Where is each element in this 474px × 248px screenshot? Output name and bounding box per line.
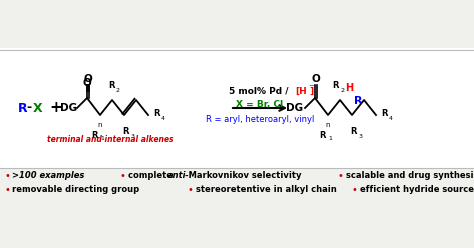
Text: 4: 4: [161, 116, 165, 121]
Text: 2: 2: [116, 88, 120, 93]
Text: R: R: [354, 96, 362, 106]
Text: 4: 4: [389, 116, 393, 121]
Text: 3: 3: [131, 133, 135, 138]
Text: scalable and drug synthesis: scalable and drug synthesis: [346, 172, 474, 181]
Text: n: n: [326, 122, 330, 128]
Text: R: R: [333, 82, 339, 91]
Text: n: n: [98, 122, 102, 128]
Text: R: R: [381, 109, 388, 118]
Text: stereoretentive in alkyl chain: stereoretentive in alkyl chain: [196, 186, 337, 194]
Text: •: •: [352, 185, 358, 195]
Text: 2: 2: [341, 88, 345, 93]
Text: 3: 3: [359, 133, 363, 138]
Text: •: •: [4, 171, 10, 181]
Text: removable directing group: removable directing group: [12, 186, 139, 194]
Text: X: X: [33, 101, 43, 115]
Text: •: •: [4, 185, 10, 195]
Text: complete: complete: [128, 172, 175, 181]
Text: R: R: [123, 127, 129, 136]
Text: efficient hydride source: efficient hydride source: [360, 186, 474, 194]
Text: O: O: [82, 78, 91, 88]
Text: R: R: [153, 109, 159, 118]
Text: R: R: [92, 130, 98, 139]
Text: O: O: [311, 74, 320, 84]
Text: R: R: [320, 130, 326, 139]
Text: R: R: [18, 101, 27, 115]
Text: −: −: [308, 83, 314, 89]
Text: DG: DG: [286, 103, 303, 113]
Text: R = aryl, heteroaryl, vinyl: R = aryl, heteroaryl, vinyl: [206, 115, 314, 124]
Text: X = Br, Cl: X = Br, Cl: [237, 100, 283, 110]
Text: [H: [H: [295, 87, 307, 95]
Text: ]: ]: [309, 87, 313, 95]
Text: DG: DG: [60, 103, 77, 113]
Text: terminal and internal alkenes: terminal and internal alkenes: [47, 135, 173, 145]
Bar: [0, 48, 474, 168]
Text: 1: 1: [328, 136, 332, 142]
Text: -Markovnikov selectivity: -Markovnikov selectivity: [185, 172, 301, 181]
Text: anti: anti: [168, 172, 186, 181]
Text: 1: 1: [100, 136, 104, 142]
Text: O: O: [83, 74, 92, 84]
Text: •: •: [188, 185, 194, 195]
Text: R: R: [109, 82, 115, 91]
Text: -: -: [26, 101, 31, 115]
Text: H: H: [345, 83, 353, 93]
Text: +: +: [50, 100, 63, 116]
Text: >100 examples: >100 examples: [12, 172, 84, 181]
Text: R: R: [351, 127, 357, 136]
Text: •: •: [338, 171, 344, 181]
Text: 5 mol% Pd /: 5 mol% Pd /: [228, 87, 292, 95]
Text: •: •: [120, 171, 126, 181]
